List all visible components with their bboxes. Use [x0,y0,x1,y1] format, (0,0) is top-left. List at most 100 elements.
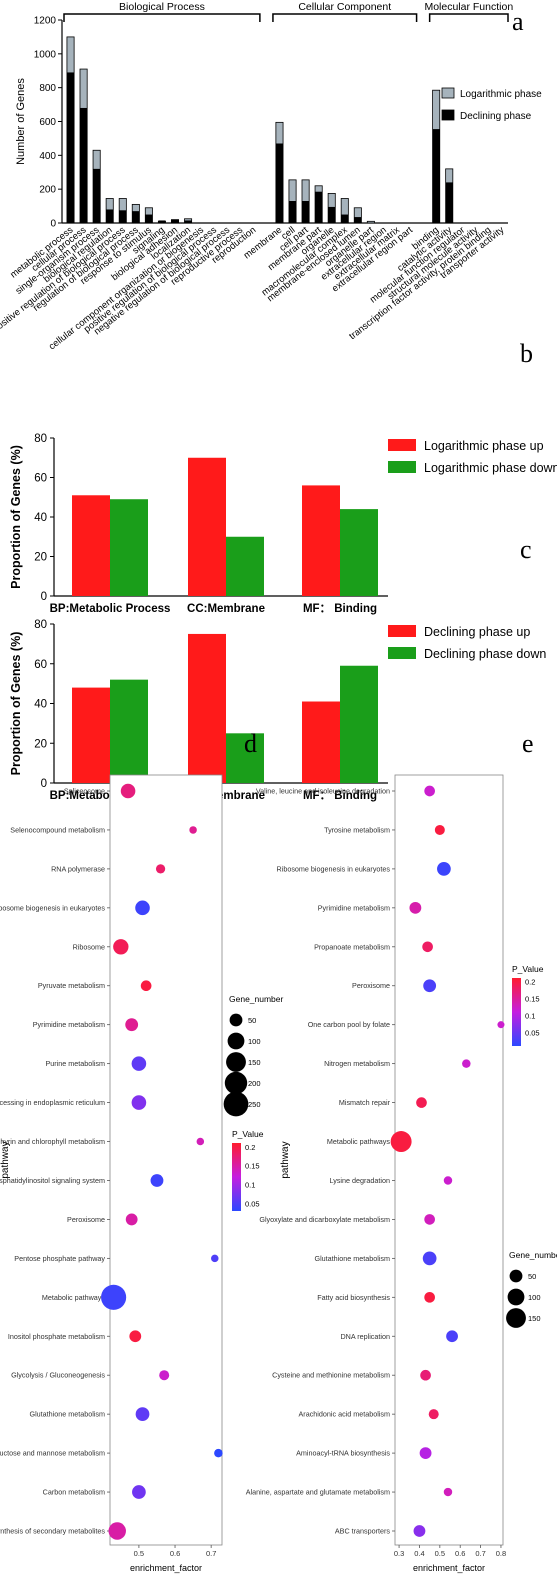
panel-letter-d: d [244,729,257,758]
panel-letters: a b c d e [244,7,534,758]
pathway-label: Glyoxylate and dicarboxylate metabolism [259,1215,390,1224]
legend-label: Declining phase [460,111,532,122]
pathway-label: Purine metabolism [45,1059,105,1068]
bubble [214,1448,223,1458]
pathway-label: Nitrogen metabolism [324,1059,390,1068]
pathway-label: Fructose and mannose metabolism [0,1449,105,1458]
bubble [443,1176,453,1185]
plot-frame [394,774,504,1546]
bubble [420,1369,431,1381]
x-tick-label: 0.3 [394,1549,404,1558]
bar-down [340,665,378,783]
bubble [462,1059,471,1068]
bar-up [188,633,226,783]
x-tick-label: 0.8 [496,1549,506,1558]
bubble [428,1409,439,1420]
y-tick-label: 800 [39,83,56,94]
size-legend-dot [224,1071,248,1095]
y-tick-label: 1000 [34,49,57,60]
color-legend-title: P_Value [232,1129,264,1139]
pathway-label: Pyrimidine metabolism [318,903,390,912]
bar-declining [158,220,166,223]
bubble [131,1095,147,1110]
size-legend-label: 200 [248,1079,261,1088]
y-tick-label: 80 [34,433,47,445]
x-tick-label: 0.5 [435,1549,445,1558]
legend-swatch [388,625,416,637]
bubble [196,1137,205,1146]
legend-label: Declining phase down [424,647,546,661]
y-axis-label: pathway [0,1141,11,1178]
bubble [155,864,166,874]
y-axis-label: Proportion of Genes (%) [9,445,23,589]
pathway-label: Ribosome biogenesis in eukaryotes [277,864,391,873]
x-tick-label: 0.4 [414,1549,424,1558]
panel-letter-e: e [522,729,534,758]
pathway-label: Mismatch repair [339,1098,391,1107]
bubble [159,1370,170,1381]
bubble [390,1131,412,1152]
bar-declining [341,214,349,223]
bubble [113,939,129,955]
bar-up [302,701,340,783]
pathway-label: Arachidonic acid metabolism [299,1410,390,1419]
y-tick-label: 60 [34,473,47,485]
bubble [422,1251,437,1266]
pathway-label: DNA replication [340,1332,390,1341]
size-legend-label: 50 [528,1272,536,1281]
y-axis-label: pathway [280,1141,291,1178]
pathway-label: Metabolic pathways [327,1137,391,1146]
size-legend-label: 50 [248,1016,256,1025]
group-bracket [63,13,261,22]
bar-up [72,687,110,783]
pathway-label: Glutathione metabolism [29,1410,105,1419]
legend-label: Logarithmic phase [460,89,542,100]
color-legend-label: 0.05 [245,1199,260,1208]
bubble [120,783,136,799]
bubble [135,1407,150,1422]
legend-swatch [388,439,416,451]
legend-label: Declining phase up [424,625,530,639]
bubble [129,1330,142,1343]
y-tick-label: 20 [34,738,47,750]
bar-declining [354,217,362,223]
bar-up [188,457,226,596]
pathway-label: Glycolysis / Gluconeogenesis [11,1371,105,1380]
pathway-label: Pentose phosphate pathway [14,1254,105,1263]
size-legend-title: Gene_number [509,1250,557,1260]
pathway-label: Pyruvate metabolism [38,981,105,990]
pathway-label: RNA polymerase [51,864,105,873]
plot-frame [109,774,223,1546]
bar-declining [445,182,453,223]
bar-declining [171,219,179,223]
pathway-label: Peroxisome [352,981,390,990]
y-tick-label: 400 [39,151,56,162]
pathway-label: Phosphatidylinositol signaling system [0,1176,105,1185]
bar-down [340,509,378,596]
bubble [434,824,445,835]
pathway-label: Tyrosine metabolism [324,825,390,834]
bar-declining [132,211,140,223]
color-legend-title: P_Value [512,964,544,974]
y-tick-label: 20 [34,552,47,564]
size-legend-dot [226,1052,246,1072]
bar-declining [119,210,127,223]
pathway-label: Peroxisome [67,1215,105,1224]
bubble [424,1214,435,1225]
bar-declining [301,201,310,223]
bar-logarithmic [366,220,375,224]
x-tick-label: CC:Membrane [187,603,265,615]
size-legend-dot [229,1013,243,1027]
bar-up [72,495,110,596]
bubble [125,1018,139,1032]
size-legend-dot [509,1269,523,1283]
pathway-label: Inositol phosphate metabolism [8,1332,105,1341]
panel-d-enrichment-bubble-chart: Spliceosome Selenocompound metabolism RNA … [0,774,284,1573]
bubble [413,1525,426,1537]
pathway-label: Valine, leucine and isoleucine degradati… [256,787,390,796]
bubble [419,1447,432,1460]
x-tick-label: MF： Binding [303,790,377,802]
pathway-label: Pyrimidine metabolism [33,1020,105,1029]
